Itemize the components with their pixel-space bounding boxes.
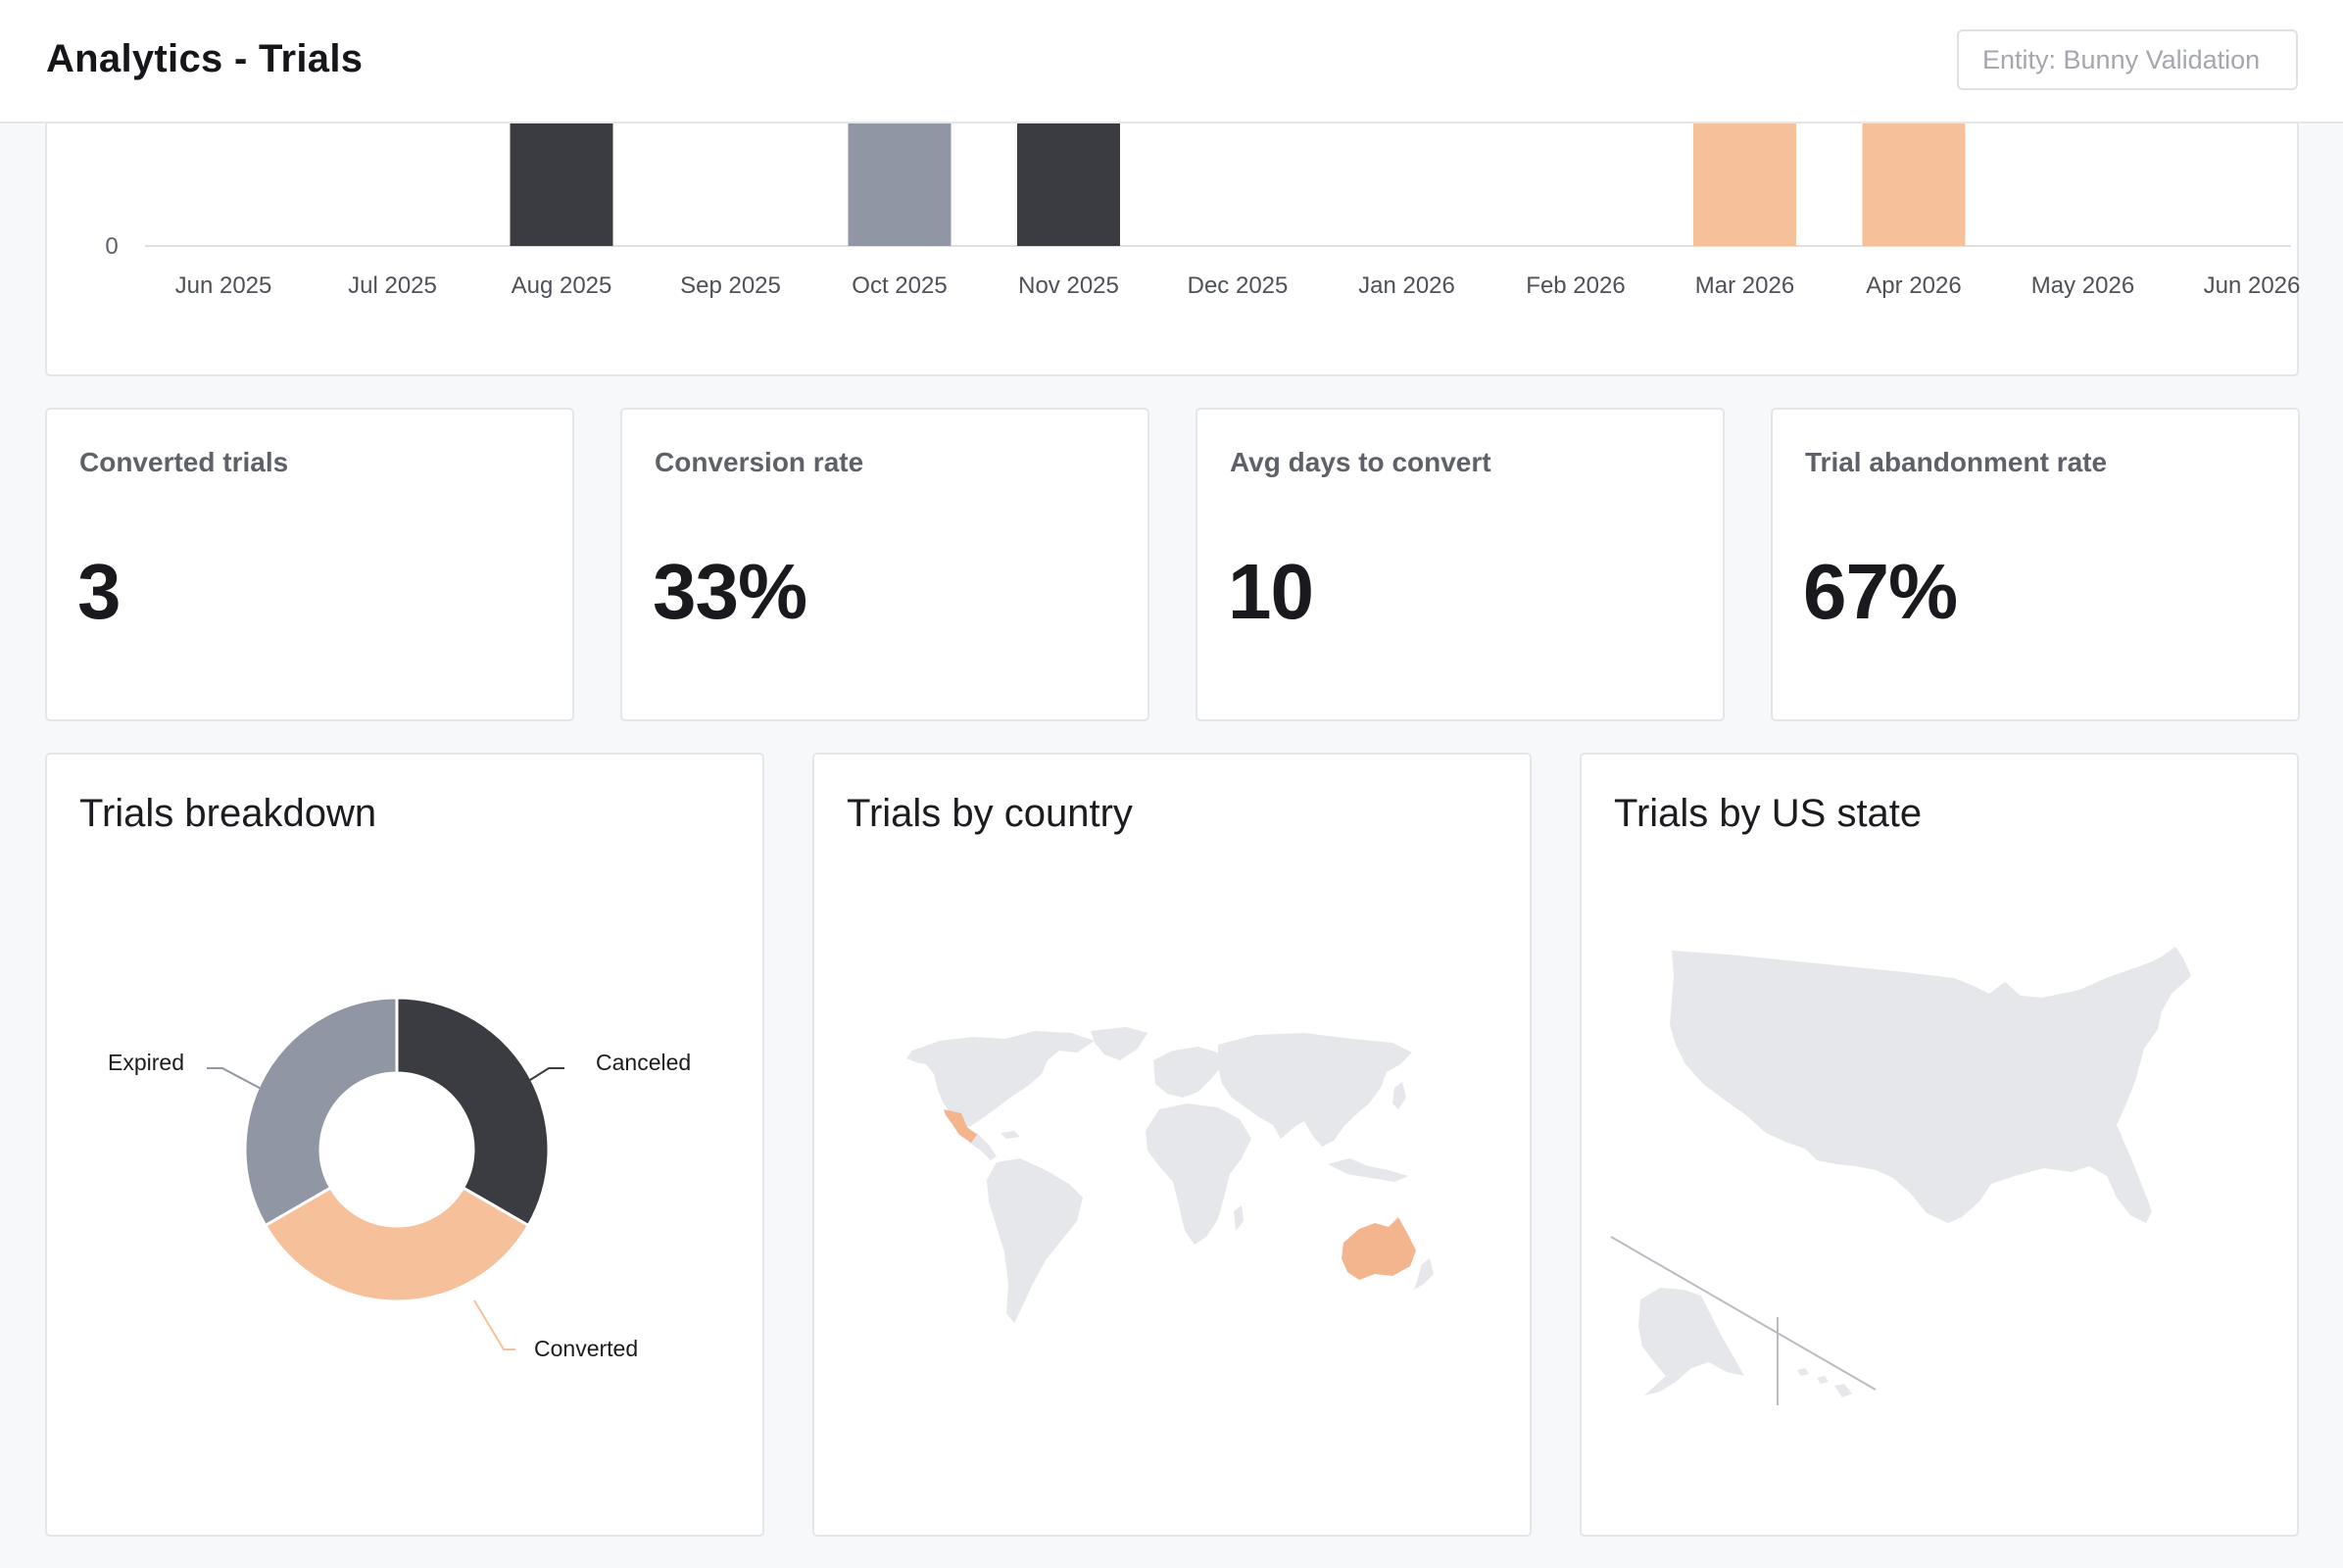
stat-label: Conversion rate xyxy=(655,447,864,477)
map-region-madagascar[interactable] xyxy=(1234,1205,1244,1231)
x-tick-label: Jan 2026 xyxy=(1358,272,1455,299)
trials-by-us-state-title: Trials by US state xyxy=(1614,792,1923,835)
world-map xyxy=(906,1027,1434,1323)
stat-value: 3 xyxy=(77,548,121,635)
stat-card-converted-trials: Converted trials 3 xyxy=(45,408,574,721)
donut-slice-expired[interactable] xyxy=(243,996,399,1228)
map-region-south-america[interactable] xyxy=(987,1158,1083,1323)
map-region-new-zealand[interactable] xyxy=(1414,1258,1434,1290)
stat-card-trial-abandonment-rate: Trial abandonment rate 67% xyxy=(1771,408,2300,721)
y-tick-label: 0 xyxy=(105,233,118,260)
donut-slice-canceled[interactable] xyxy=(395,996,551,1228)
trials-by-us-state-card: Trials by US state xyxy=(1580,753,2299,1537)
us-map xyxy=(1610,947,2191,1405)
map-region-indonesia[interactable] xyxy=(1328,1158,1408,1182)
alaska-inset-separator xyxy=(1610,1236,1877,1391)
stat-value: 33% xyxy=(653,548,807,635)
trials-by-country-card: Trials by country xyxy=(812,753,1532,1537)
trials-breakdown-card: Trials breakdown Canceled Converted Expire… xyxy=(45,753,764,1537)
x-tick-label: Jun 2025 xyxy=(175,272,272,299)
donut-label-converted: Converted xyxy=(534,1336,638,1361)
x-tick-label: Oct 2025 xyxy=(852,272,947,299)
trials-breakdown-donut: Canceled Converted Expired xyxy=(108,996,691,1361)
x-tick-label: Feb 2026 xyxy=(1526,272,1625,299)
map-region-alaska[interactable] xyxy=(1638,1288,1744,1396)
trials-bar-chart-svg: 0 Jun 2025 Jul 2025 Aug 2025 Sep 2025 Oct 202… xyxy=(105,41,2301,299)
x-tick-label: Aug 2025 xyxy=(512,272,612,299)
page-title: Analytics - Trials xyxy=(46,37,364,80)
x-tick-label: Sep 2025 xyxy=(680,272,781,299)
donut-label-leader xyxy=(207,1067,268,1093)
stat-label: Trial abandonment rate xyxy=(1805,447,2108,477)
x-tick-label: Mar 2026 xyxy=(1695,272,1794,299)
stat-value: 67% xyxy=(1803,548,1958,635)
trials-breakdown-title: Trials breakdown xyxy=(79,792,377,835)
donut-label-expired: Expired xyxy=(108,1050,184,1075)
stat-label: Converted trials xyxy=(79,447,289,477)
map-region-caribbean[interactable] xyxy=(1001,1131,1020,1139)
x-tick-label: Jun 2026 xyxy=(2204,272,2301,299)
donut-label-canceled: Canceled xyxy=(596,1050,691,1075)
map-region-japan[interactable] xyxy=(1392,1082,1406,1109)
x-tick-label: Jul 2025 xyxy=(348,272,437,299)
map-region-europe[interactable] xyxy=(1153,1047,1222,1098)
map-region-asia[interactable] xyxy=(1218,1033,1412,1147)
stat-card-conversion-rate: Conversion rate 33% xyxy=(620,408,1149,721)
donut-slice-converted[interactable] xyxy=(263,1185,531,1303)
x-tick-label: May 2026 xyxy=(2031,272,2134,299)
stat-value: 10 xyxy=(1228,548,1314,635)
map-region-mexico[interactable] xyxy=(944,1109,977,1143)
map-region-contiguous-us[interactable] xyxy=(1670,947,2191,1223)
x-tick-label: Nov 2025 xyxy=(1018,272,1119,299)
map-region-australia[interactable] xyxy=(1342,1217,1416,1280)
trials-by-country-title: Trials by country xyxy=(847,792,1133,835)
x-tick-label: Dec 2025 xyxy=(1188,272,1289,299)
page-header: Analytics - Trials Entity: Bunny Validat… xyxy=(0,0,2343,123)
entity-select[interactable]: Entity: Bunny Validation xyxy=(1957,29,2298,90)
x-tick-label: Apr 2026 xyxy=(1866,272,1961,299)
map-region-north-america[interactable] xyxy=(906,1031,1095,1127)
map-region-africa[interactable] xyxy=(1146,1103,1251,1245)
donut-label-leader xyxy=(473,1299,515,1350)
map-region-hawaii[interactable] xyxy=(1797,1368,1852,1397)
stat-card-avg-days-to-convert: Avg days to convert 10 xyxy=(1196,408,1725,721)
stat-label: Avg days to convert xyxy=(1230,447,1491,477)
map-region-greenland[interactable] xyxy=(1091,1027,1147,1060)
donut-label-leader xyxy=(511,1067,564,1093)
